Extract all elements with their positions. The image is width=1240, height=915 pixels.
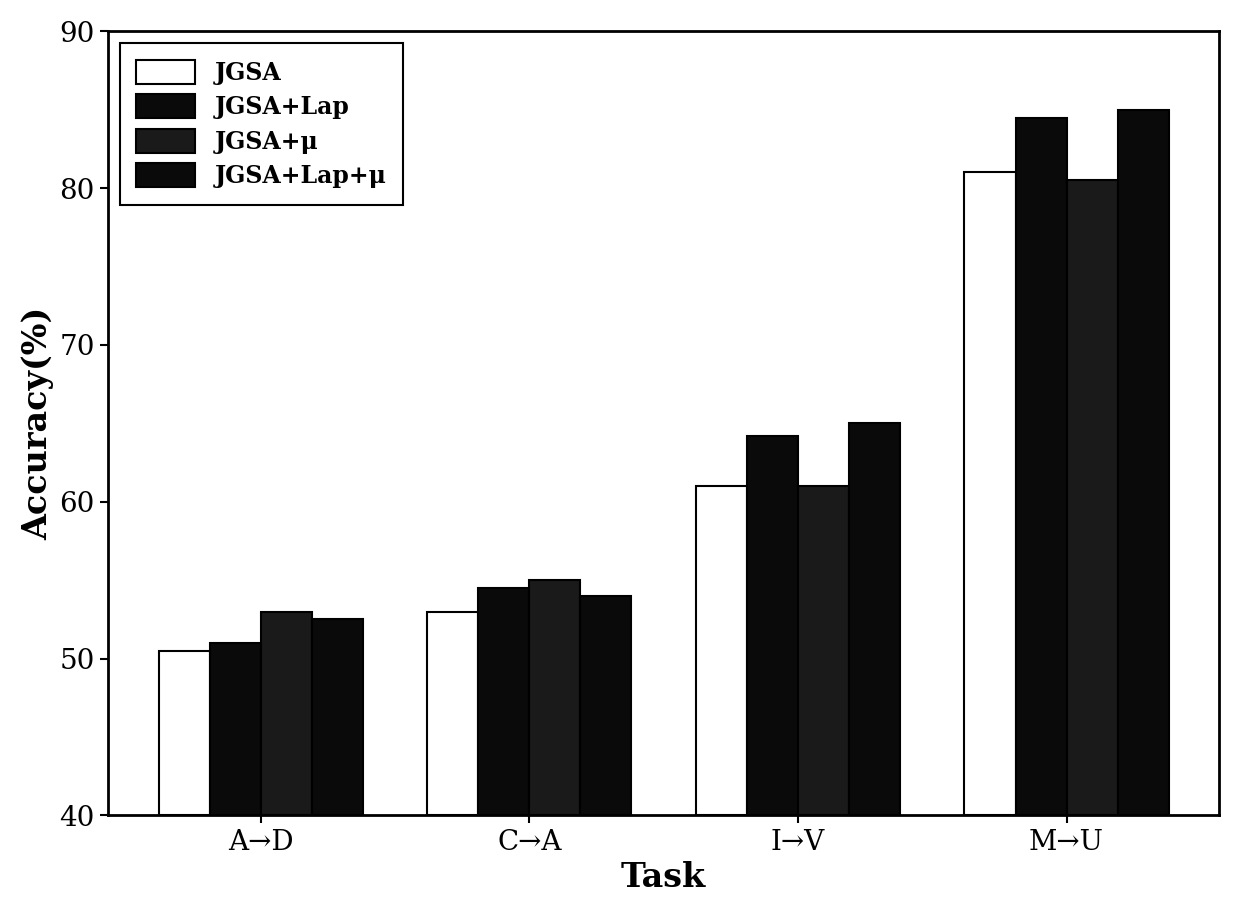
Bar [746, 436, 799, 815]
Bar [260, 611, 311, 815]
Bar [159, 651, 210, 815]
Bar [210, 643, 260, 815]
Bar [1016, 118, 1066, 815]
Bar [479, 588, 529, 815]
Bar [965, 172, 1016, 815]
Bar [311, 619, 363, 815]
Bar [799, 486, 849, 815]
Bar [428, 611, 479, 815]
Legend: JGSA, JGSA+Lap, JGSA+μ, JGSA+Lap+μ: JGSA, JGSA+Lap, JGSA+μ, JGSA+Lap+μ [120, 43, 403, 205]
X-axis label: Task: Task [621, 861, 707, 894]
Bar [1117, 110, 1168, 815]
Bar [1066, 180, 1117, 815]
Y-axis label: Accuracy(%): Accuracy(%) [21, 307, 53, 540]
Bar [696, 486, 746, 815]
Bar [849, 424, 900, 815]
Bar [580, 596, 631, 815]
Bar [529, 580, 580, 815]
